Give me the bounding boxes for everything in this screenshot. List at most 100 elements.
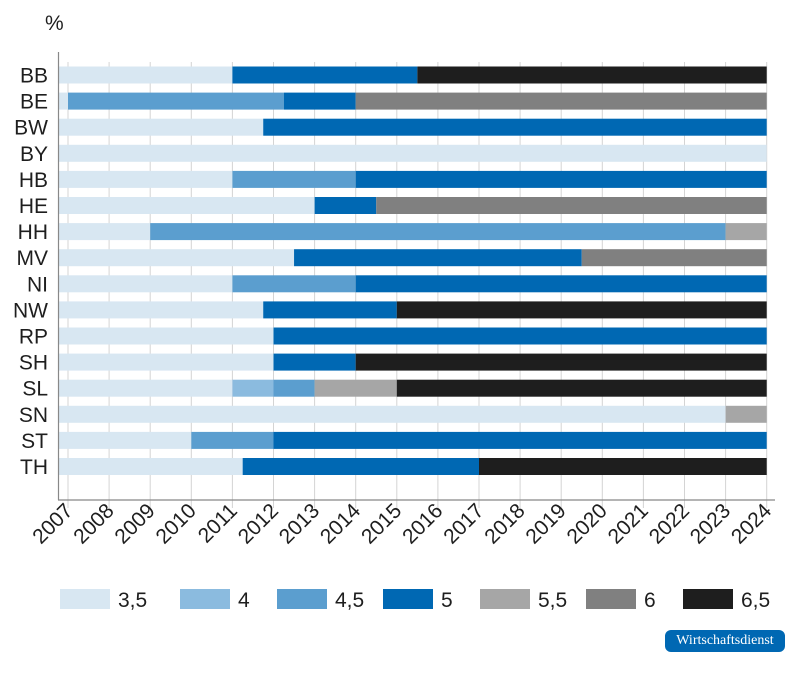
bar-segment-NI-3,5 [59,275,233,293]
y-label-SN: SN [19,404,48,427]
bar-segment-BB-6,5 [417,66,767,84]
bar-segment-ST-5 [273,431,767,449]
x-tick-label-2024: 2024 [727,499,777,549]
y-axis-labels: BB BE BW BY HB HE HH MV NI NW RP SH SL SN ST TH [13,65,48,480]
bar-row-ST [59,431,767,449]
y-label-TH: TH [20,456,48,479]
legend-item-6: 6 [586,589,656,612]
bar-segment-TH-6,5 [479,458,767,475]
legend-label: 5,5 [538,589,567,612]
legend-label: 6,5 [741,589,770,612]
bar-row-HB [59,170,767,188]
bar-segment-MV-5 [294,249,582,267]
bar-segment-HB-4,5 [232,170,356,188]
bar-segment-HE-6 [376,197,767,214]
bar-segment-SH-6,5 [355,353,767,371]
legend-swatch [60,589,110,609]
y-label-BB: BB [20,65,48,88]
bar-segment-SH-5 [273,353,356,371]
bar-segment-HE-3,5 [59,197,315,214]
y-label-HE: HE [19,195,48,218]
bar-segment-TH-5 [242,458,479,475]
x-tick-label-2017: 2017 [439,499,488,548]
legend-swatch [383,589,433,609]
bar-row-BE [59,92,767,110]
bar-segment-SN-3,5 [59,405,726,423]
x-tick-label-2007: 2007 [28,499,77,548]
legend-item-6,5: 6,5 [683,589,770,612]
bar-row-HH [59,223,767,241]
x-tick-label-2010: 2010 [152,499,201,548]
bar-row-BW [59,118,767,136]
legend-swatch [480,589,530,609]
y-label-HH: HH [18,221,48,244]
bar-segment-BB-3,5 [59,66,233,84]
x-axis-labels: 2007200820092010201120122013201420152016… [28,499,776,549]
wirtschaftsdienst-logo: Wirtschaftsdienst [665,630,785,652]
x-tick-label-2012: 2012 [234,499,283,548]
bar-row-NW [59,301,767,319]
bar-segment-NI-5 [355,275,767,293]
legend-label: 3,5 [118,589,147,612]
bar-row-HE [59,197,767,214]
bar-row-BY [59,144,767,162]
legend-swatch [180,589,230,609]
x-tick-label-2021: 2021 [604,499,653,548]
bar-segment-RP-3,5 [59,327,274,345]
bar-segment-BY-3,5 [59,144,767,162]
x-tick-label-2008: 2008 [69,499,118,548]
bar-segment-MV-3,5 [59,249,295,267]
bar-row-MV [59,249,767,267]
legend-item-5,5: 5,5 [480,589,567,612]
bar-segment-SL-6,5 [396,379,767,397]
bar-segment-SN-5,5 [725,405,767,423]
axes [57,52,775,501]
bar-segment-SL-4,5 [273,379,315,397]
x-tick-label-2014: 2014 [316,499,366,549]
bar-segment-HH-4,5 [150,223,726,241]
y-label-NW: NW [13,299,48,322]
legend-swatch [277,589,327,609]
legend-label: 5 [441,589,453,612]
y-label-BW: BW [14,117,48,140]
y-unit-label: % [45,12,64,35]
x-tick-label-2023: 2023 [686,499,735,548]
x-tick-label-2013: 2013 [275,499,324,548]
bar-segment-HE-5 [314,197,377,214]
x-tick-label-2019: 2019 [521,499,570,548]
y-label-ST: ST [21,430,48,453]
bar-row-SN [59,405,767,423]
bar-row-NI [59,275,767,293]
bar-segment-RP-5 [273,327,767,345]
legend-item-5: 5 [383,589,453,612]
legend-label: 4,5 [335,589,364,612]
bar-segment-SL-3,5 [59,379,233,397]
y-label-MV: MV [17,247,49,270]
bar-segment-NW-6,5 [396,301,767,319]
y-label-BY: BY [20,143,48,166]
x-tick-label-2011: 2011 [194,499,242,547]
legend-item-4,5: 4,5 [277,589,364,612]
bar-segment-BE-4,5 [68,92,284,110]
bar-segment-BE-3,5 [59,92,68,110]
x-tick-label-2009: 2009 [110,499,159,548]
bar-segment-HH-3,5 [59,223,151,241]
bar-segment-SL-5,5 [314,379,397,397]
x-tick-label-2018: 2018 [480,499,529,548]
legend-item-3,5: 3,5 [60,589,147,612]
bars [59,66,767,475]
bar-segment-NW-5 [263,301,397,319]
bar-segment-BW-3,5 [59,118,264,136]
bar-segment-ST-3,5 [59,431,192,449]
legend: 3,5 4 4,5 5 5,5 6 6,5 [60,589,770,612]
y-label-HB: HB [19,169,48,192]
bar-segment-BB-5 [232,66,418,84]
bar-row-SH [59,353,767,371]
bar-segment-HH-5,5 [725,223,767,241]
bar-row-SL [59,379,767,397]
bar-segment-TH-3,5 [59,458,243,475]
y-label-SL: SL [22,378,48,401]
bar-segment-NW-3,5 [59,301,264,319]
bar-segment-ST-4,5 [191,431,274,449]
